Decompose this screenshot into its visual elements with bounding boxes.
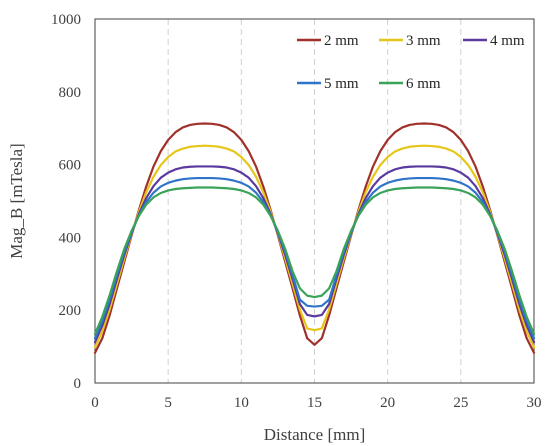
legend-item: 6 mm	[379, 76, 441, 92]
legend-item: 2 mm	[297, 33, 359, 49]
x-tick-label: 5	[164, 395, 172, 411]
series-line-2-mm	[93, 122, 536, 354]
legend-label: 2 mm	[324, 33, 359, 49]
legend-label: 5 mm	[324, 76, 359, 92]
series-line-4-mm	[93, 165, 536, 344]
x-tick-label: 25	[453, 395, 468, 411]
x-tick-label: 10	[234, 395, 249, 411]
series-line-6-mm	[93, 186, 536, 335]
y-tick-label: 600	[59, 158, 82, 174]
y-tick-labels: 0 200 400 600 800 1000	[51, 12, 81, 392]
plot-frame	[94, 18, 535, 384]
x-tick-label: 20	[380, 395, 395, 411]
legend-label: 6 mm	[406, 76, 441, 92]
gridlines	[167, 19, 462, 383]
x-tick-labels: 0 5 10 15 20 25 30	[91, 395, 541, 411]
x-tick-label: 15	[307, 395, 322, 411]
x-tick-label: 30	[527, 395, 542, 411]
series-lines	[93, 122, 536, 354]
legend-item: 5 mm	[297, 76, 359, 92]
legend: 2 mm 3 mm 4 mm 5 mm 6 mm	[297, 33, 525, 92]
x-axis-label: Distance [mm]	[264, 425, 366, 444]
x-tick-label: 0	[91, 395, 99, 411]
y-tick-label: 800	[59, 85, 82, 101]
y-tick-label: 0	[74, 376, 82, 392]
series-line-3-mm	[93, 144, 536, 349]
legend-label: 3 mm	[406, 33, 441, 49]
series-line-5-mm	[93, 176, 536, 340]
y-tick-label: 400	[59, 230, 82, 246]
y-axis-label: Mag_B [mTesla]	[7, 143, 26, 258]
legend-label: 4 mm	[490, 33, 525, 49]
y-tick-label: 1000	[51, 12, 81, 28]
legend-item: 4 mm	[463, 33, 525, 49]
y-tick-label: 200	[59, 303, 82, 319]
legend-item: 3 mm	[379, 33, 441, 49]
